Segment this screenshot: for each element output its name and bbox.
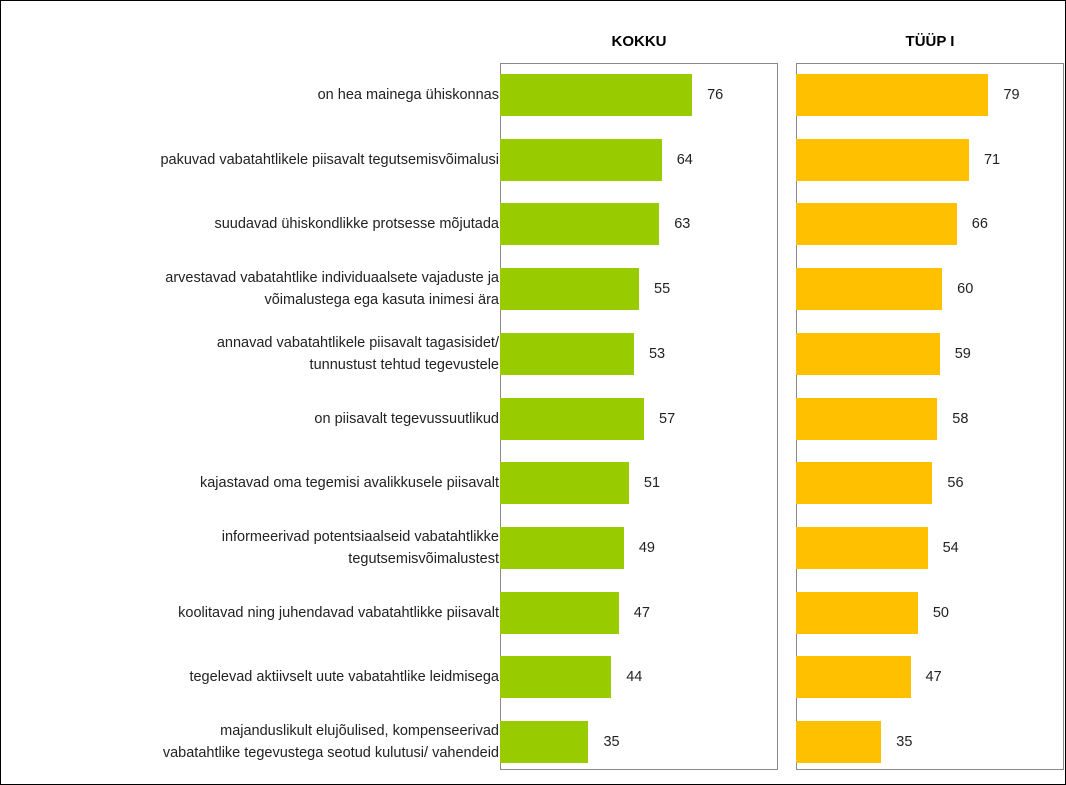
category-label: arvestavad vabatahtlike individuaalsete … xyxy=(165,270,499,309)
bar xyxy=(500,721,589,763)
value-label: 60 xyxy=(957,281,974,298)
value-label: 79 xyxy=(1003,87,1020,103)
value-label: 49 xyxy=(638,539,655,556)
value-label: 51 xyxy=(643,475,661,492)
category-label: on piisavalt tegevussuutlikud xyxy=(314,410,499,427)
bar xyxy=(500,397,645,440)
bar xyxy=(796,138,969,181)
bar xyxy=(500,203,660,246)
value-label: 64 xyxy=(676,151,693,168)
value-label: 57 xyxy=(659,410,676,427)
category-label: kajastavad oma tegemisi avalikkusele pii… xyxy=(199,475,499,492)
value-label: 44 xyxy=(626,669,643,686)
category-label: informeerivad potentsiaalseid vabatahtli… xyxy=(221,528,499,567)
value-label: 47 xyxy=(925,669,942,686)
bar xyxy=(500,462,629,505)
bar xyxy=(500,268,639,311)
bar xyxy=(500,656,612,699)
bar xyxy=(796,656,911,699)
category-label: pakuvad vabatahtlikele piisavalt tegutse… xyxy=(160,151,499,168)
bar xyxy=(796,332,940,375)
category-label: annavad vabatahtlikele piisavalt tagasis… xyxy=(216,334,499,373)
value-label: 71 xyxy=(983,151,1001,168)
category-label: on hea mainega ühiskonnas xyxy=(317,87,499,103)
bar xyxy=(500,591,619,634)
bar xyxy=(796,74,989,116)
value-label: 66 xyxy=(971,216,988,233)
value-label: 55 xyxy=(654,281,671,298)
value-label: 56 xyxy=(947,475,964,492)
panel-title: TÜÜP I xyxy=(905,33,955,50)
bar xyxy=(796,397,938,440)
bar xyxy=(796,462,933,505)
bar xyxy=(500,526,624,569)
category-label: majanduslikult elujõulised, kompenseeriv… xyxy=(162,723,499,761)
value-label: 54 xyxy=(942,539,959,556)
value-label: 47 xyxy=(633,604,650,621)
bar xyxy=(796,526,928,569)
category-label: koolitavad ning juhendavad vabatahtlikke… xyxy=(178,604,499,621)
value-label: 35 xyxy=(896,734,913,750)
bar xyxy=(796,721,882,763)
bar xyxy=(796,268,943,311)
panel-title: KOKKU xyxy=(611,33,667,50)
bar xyxy=(500,74,693,116)
value-label: 53 xyxy=(648,345,666,362)
value-label: 63 xyxy=(674,216,691,233)
bar xyxy=(796,203,957,246)
bar xyxy=(500,332,634,375)
bar xyxy=(796,591,918,634)
bar xyxy=(500,138,662,181)
category-label: tegelevad aktiivselt uute vabatahtlike l… xyxy=(189,669,499,686)
value-label: 35 xyxy=(603,734,620,750)
value-label: 76 xyxy=(707,87,724,103)
value-label: 58 xyxy=(952,410,969,427)
category-label: suudavad ühiskondlikke protsesse mõjutad… xyxy=(214,216,499,233)
value-label: 59 xyxy=(954,345,971,362)
value-label: 50 xyxy=(932,604,949,621)
